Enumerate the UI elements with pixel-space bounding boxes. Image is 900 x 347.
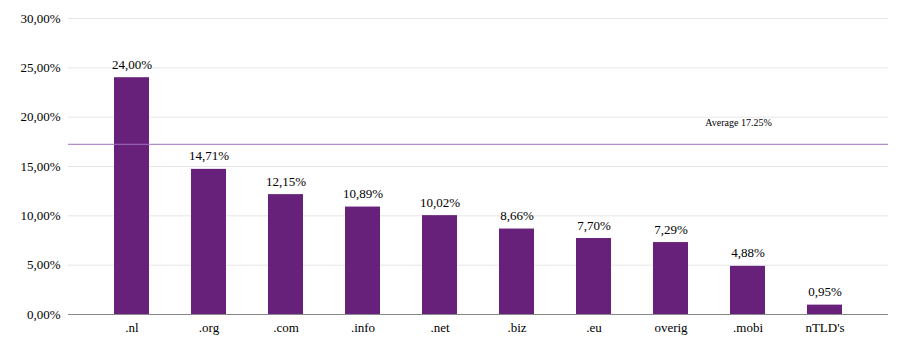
svg-text:0,95%: 0,95% xyxy=(808,284,842,299)
svg-text:10,89%: 10,89% xyxy=(343,186,383,201)
svg-text:.mobi: .mobi xyxy=(733,320,763,335)
svg-text:.eu: .eu xyxy=(586,320,602,335)
svg-text:30,00%: 30,00% xyxy=(20,11,60,26)
svg-text:24,00%: 24,00% xyxy=(112,57,152,72)
svg-text:4,88%: 4,88% xyxy=(731,245,765,260)
svg-text:10,00%: 10,00% xyxy=(20,208,60,223)
svg-text:0,00%: 0,00% xyxy=(27,307,61,322)
svg-text:.org: .org xyxy=(199,320,220,335)
svg-text:25,00%: 25,00% xyxy=(20,60,60,75)
svg-text:5,00%: 5,00% xyxy=(27,257,61,272)
svg-text:15,00%: 15,00% xyxy=(20,159,60,174)
svg-text:7,29%: 7,29% xyxy=(654,222,688,237)
svg-text:.nl: .nl xyxy=(125,320,139,335)
svg-text:20,00%: 20,00% xyxy=(20,109,60,124)
svg-text:.com: .com xyxy=(273,320,299,335)
svg-text:8,66%: 8,66% xyxy=(500,208,534,223)
svg-text:overig: overig xyxy=(654,320,688,335)
svg-text:Average 17.25%: Average 17.25% xyxy=(705,117,771,128)
svg-text:.info: .info xyxy=(351,320,375,335)
svg-text:.net: .net xyxy=(430,320,450,335)
svg-text:12,15%: 12,15% xyxy=(266,174,306,189)
svg-text:.biz: .biz xyxy=(507,320,526,335)
svg-text:14,71%: 14,71% xyxy=(189,148,229,163)
svg-text:7,70%: 7,70% xyxy=(577,218,611,233)
svg-text:10,02%: 10,02% xyxy=(420,195,460,210)
svg-text:nTLD's: nTLD's xyxy=(805,320,844,335)
